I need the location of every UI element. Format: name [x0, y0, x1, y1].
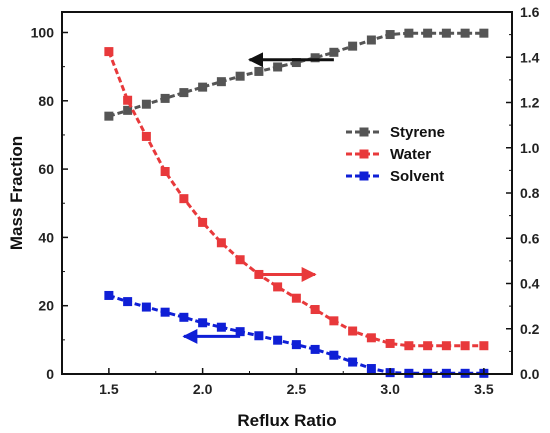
data-point-water — [216, 238, 226, 248]
data-point-solvent — [141, 302, 151, 312]
data-point-water — [141, 131, 151, 141]
plot-frame — [61, 11, 513, 375]
data-point-styrene — [273, 62, 283, 72]
y-right-tick-label: 0.4 — [520, 276, 540, 292]
data-point-solvent — [198, 318, 208, 328]
legend-marker-water — [359, 149, 369, 159]
data-point-solvent — [254, 331, 264, 341]
data-point-styrene — [291, 58, 301, 68]
x-tick-label: 3.0 — [380, 381, 400, 397]
legend-marker-solvent — [359, 171, 369, 181]
series-line-solvent — [108, 294, 484, 375]
y-right-tick-label: 0.8 — [520, 185, 540, 201]
legend-label-water: Water — [390, 146, 431, 163]
data-point-water — [160, 167, 170, 177]
data-point-styrene — [348, 41, 358, 51]
data-point-water — [404, 341, 414, 351]
data-point-water — [385, 338, 395, 348]
data-point-water — [310, 305, 320, 315]
data-point-styrene — [198, 82, 208, 92]
data-point-styrene — [385, 30, 395, 40]
data-point-solvent — [291, 340, 301, 350]
y-right-tick-label: 0.0 — [520, 366, 540, 382]
data-point-styrene — [329, 47, 339, 57]
y-right-tick-label: 0.6 — [520, 230, 540, 246]
y-right-tick-label: 1.0 — [520, 140, 540, 156]
x-tick-label: 2.0 — [193, 381, 213, 397]
x-tick-label: 1.5 — [99, 381, 119, 397]
legend-label-solvent: Solvent — [390, 168, 444, 185]
x-axis-title: Reflux Ratio — [237, 411, 336, 430]
y-left-tick-label: 80 — [38, 93, 54, 109]
data-point-water — [291, 293, 301, 303]
data-point-solvent — [123, 297, 133, 307]
data-point-solvent — [179, 312, 189, 322]
data-point-water — [460, 341, 470, 351]
data-point-solvent — [329, 350, 339, 360]
data-point-solvent — [348, 357, 358, 367]
y-right-tick-label: 0.2 — [520, 321, 540, 337]
data-point-solvent — [310, 344, 320, 354]
data-point-solvent — [104, 290, 114, 300]
data-point-styrene — [123, 105, 133, 115]
data-point-water — [329, 316, 339, 326]
data-point-solvent — [366, 364, 376, 374]
data-point-water — [123, 95, 133, 105]
y-right-tick-label: 1.6 — [520, 4, 540, 20]
data-point-water — [273, 282, 283, 292]
data-point-water — [235, 255, 245, 265]
x-tick-label: 2.5 — [287, 381, 307, 397]
data-point-styrene — [254, 66, 264, 76]
data-point-water — [479, 341, 489, 351]
legend-label-styrene: Styrene — [390, 124, 445, 141]
x-tick-label: 3.5 — [474, 381, 494, 397]
data-point-styrene — [479, 28, 489, 38]
data-point-styrene — [441, 28, 451, 38]
data-point-water — [366, 333, 376, 343]
y-axis-title: Mass Fraction — [7, 136, 26, 250]
data-point-styrene — [104, 111, 114, 121]
legend: Styrene Water Solvent — [346, 124, 445, 185]
data-point-styrene — [235, 71, 245, 81]
y-left-tick-label: 20 — [38, 298, 54, 314]
data-point-water — [348, 326, 358, 336]
data-point-solvent — [235, 327, 245, 337]
y-left-tick-label: 0 — [46, 366, 54, 382]
data-point-styrene — [160, 93, 170, 103]
data-point-water — [423, 341, 433, 351]
data-point-styrene — [404, 28, 414, 38]
legend-marker-styrene — [359, 127, 369, 137]
y-left-tick-label: 60 — [38, 161, 54, 177]
data-point-water — [179, 194, 189, 204]
data-point-water — [198, 217, 208, 227]
plot-area — [104, 28, 489, 378]
y-left-tick-label: 40 — [38, 229, 54, 245]
data-point-styrene — [179, 88, 189, 98]
data-point-styrene — [310, 53, 320, 63]
data-point-styrene — [216, 77, 226, 87]
data-point-styrene — [366, 35, 376, 45]
y-left-tick-label: 100 — [31, 24, 55, 40]
data-point-styrene — [460, 28, 470, 38]
data-point-solvent — [216, 322, 226, 332]
axes: 1.5 2.0 2.5 3.0 3.5 0 20 40 60 80 100 0.0 0.2 0.4 0.6 0… — [31, 4, 540, 397]
data-point-styrene — [423, 28, 433, 38]
y-right-tick-label: 1.2 — [520, 95, 540, 111]
data-point-solvent — [273, 335, 283, 345]
series-line-styrene — [108, 31, 484, 118]
data-point-styrene — [141, 99, 151, 109]
data-point-water — [104, 47, 114, 57]
data-point-solvent — [160, 307, 170, 317]
y-right-tick-label: 1.4 — [520, 49, 540, 65]
data-point-water — [441, 341, 451, 351]
